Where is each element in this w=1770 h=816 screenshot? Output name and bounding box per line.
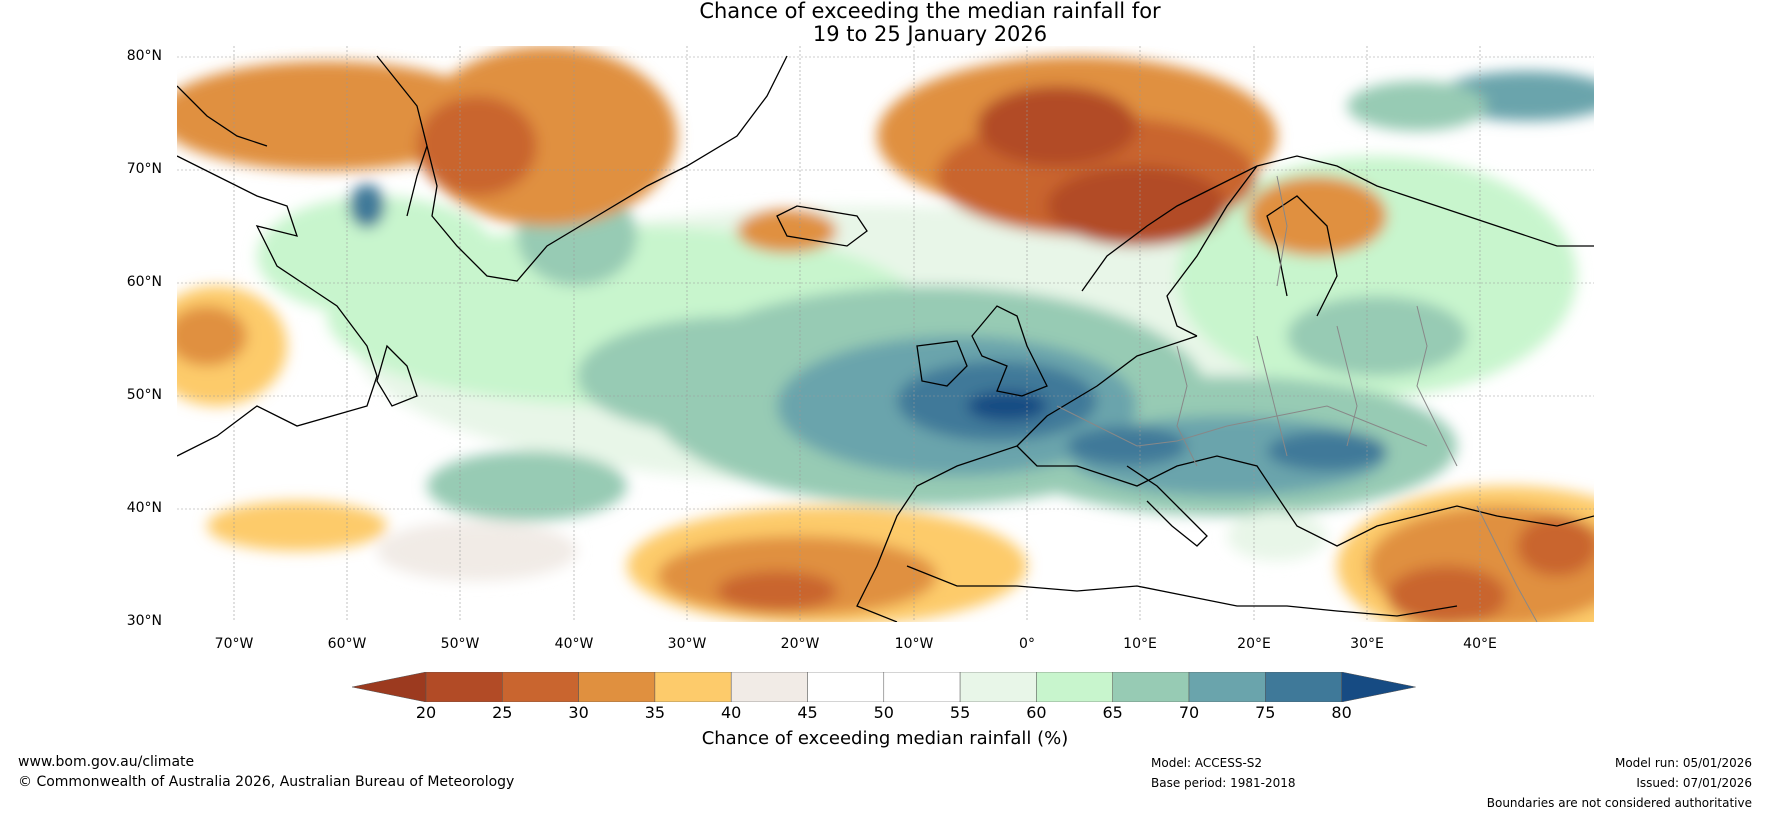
colorbar-segment-40-45 (730, 671, 808, 703)
colorbar-segment-25-30 (502, 671, 579, 703)
colorbar-segment-75-80 (1265, 671, 1342, 703)
base-period: Base period: 1981-2018 (1151, 776, 1296, 790)
lat-label-70n: 70°N (126, 161, 162, 177)
colorbar-extend-low (351, 671, 427, 703)
lat-label-80n: 80°N (126, 48, 162, 64)
national-boundaries (1056, 175, 1538, 622)
lon-label-20w: 20°W (780, 636, 820, 652)
colorbar-segment-55-60 (959, 671, 1037, 703)
lon-label-70w: 70°W (214, 636, 254, 652)
lon-label-10e: 10°E (1123, 636, 1157, 652)
colorbar-label: Chance of exceeding median rainfall (%) (701, 728, 1069, 749)
title-line-1: Chance of exceeding the median rainfall … (699, 0, 1161, 23)
probability-field (177, 46, 1594, 622)
colorbar-segment-30-35 (578, 671, 656, 703)
lon-label-0: 0° (1019, 636, 1035, 652)
website-link[interactable]: www.bom.gov.au/climate (18, 754, 195, 770)
colorbar-segment-60-65 (1036, 671, 1113, 703)
boundary-disclaimer: Boundaries are not considered authoritat… (1486, 796, 1752, 810)
lon-label-10w: 10°W (894, 636, 934, 652)
model-run-date: Model run: 05/01/2026 (1614, 756, 1752, 770)
lon-label-60w: 60°W (327, 636, 367, 652)
colorbar-tick-35: 35 (644, 703, 666, 722)
graticule (177, 46, 1594, 622)
lat-label-60n: 60°N (126, 274, 162, 290)
colorbar-tick-30: 30 (568, 703, 589, 722)
lat-label-50n: 50°N (126, 387, 162, 403)
colorbar-tick-40: 40 (721, 703, 742, 722)
colorbar-tick-55: 55 (949, 703, 971, 722)
colorbar-tick-70: 70 (1178, 703, 1200, 722)
colorbar-tick-65: 65 (1102, 703, 1123, 722)
coastlines (177, 55, 1594, 622)
lon-label-40w: 40°W (554, 636, 594, 652)
colorbar-tick-80: 80 (1331, 703, 1352, 722)
issued-date: Issued: 07/01/2026 (1636, 776, 1752, 790)
colorbar-segment-20-25 (425, 671, 503, 703)
lon-label-30e: 30°E (1350, 636, 1384, 652)
colorbar-tick-60: 60 (1026, 703, 1047, 722)
lat-label-30n: 30°N (126, 613, 162, 629)
colorbar-tick-25: 25 (492, 703, 513, 722)
colorbar (351, 671, 1422, 706)
colorbar-tick-50: 50 (873, 703, 894, 722)
model-name: Model: ACCESS-S2 (1151, 756, 1263, 770)
colorbar-tick-45: 45 (797, 703, 818, 722)
title-line-2: 19 to 25 January 2026 (812, 22, 1048, 46)
copyright-text: © Commonwealth of Australia 2026, Austra… (18, 774, 515, 790)
colorbar-segment-35-40 (654, 671, 732, 703)
colorbar-segment-65-70 (1112, 671, 1190, 703)
colorbar-segment-45-50 (807, 671, 885, 703)
lat-label-40n: 40°N (126, 500, 162, 516)
colorbar-tick-20: 20 (415, 703, 437, 722)
colorbar-tick-75: 75 (1255, 703, 1276, 722)
lon-label-30w: 30°W (667, 636, 707, 652)
lon-label-20e: 20°E (1237, 636, 1271, 652)
lon-label-40e: 40°E (1463, 636, 1497, 652)
chart-title: Chance of exceeding the median rainfall … (0, 0, 1770, 46)
colorbar-segment-70-75 (1188, 671, 1266, 703)
colorbar-extend-high (1341, 671, 1416, 703)
rainfall-map (177, 46, 1594, 622)
colorbar-segment-50-55 (883, 671, 961, 703)
lon-label-50w: 50°W (440, 636, 480, 652)
